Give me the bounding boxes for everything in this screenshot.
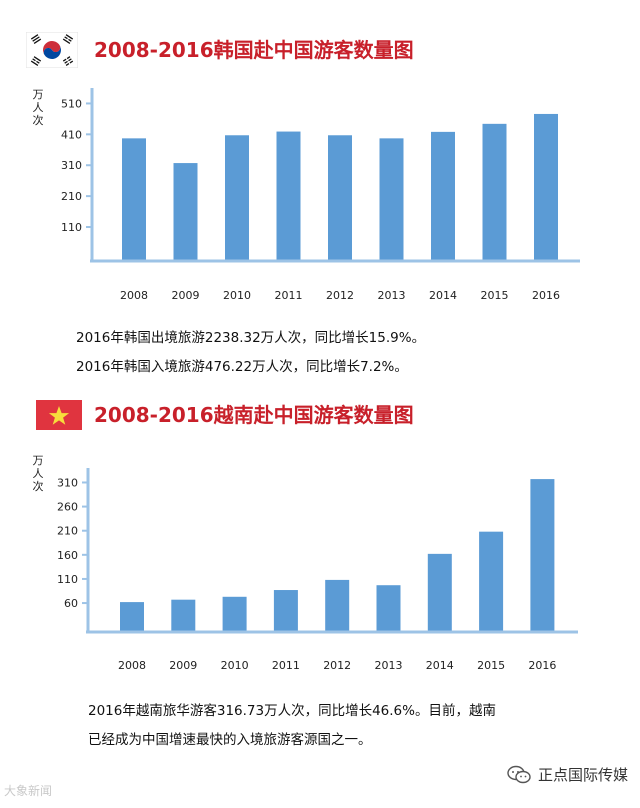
bar <box>328 135 352 260</box>
bar <box>120 602 144 631</box>
bar <box>171 599 196 631</box>
x-tick-label: 2011 <box>275 289 303 302</box>
x-tick-label: 2009 <box>172 289 200 302</box>
y-tick-label: 60 <box>64 597 78 610</box>
brand: 正点国际传媒 <box>506 764 628 785</box>
y-axis-unit-char: 万 <box>33 454 44 467</box>
vietnam-bar-chart: 万人次 60 110 160 210 260 310 2008 2009 2010 2011 2012… <box>33 454 578 672</box>
x-tick-label: 2014 <box>426 659 454 672</box>
bar <box>276 131 301 260</box>
x-tick-label: 2010 <box>223 289 251 302</box>
y-axis-unit-char: 次 <box>33 479 44 493</box>
bar <box>122 138 146 260</box>
x-tick-label: 2012 <box>326 289 354 302</box>
x-tick-label: 2011 <box>272 659 300 672</box>
x-tick-label: 2016 <box>528 659 556 672</box>
vietnam-note-2: 已经成为中国增速最快的入境旅游客源国之一。 <box>88 732 372 748</box>
x-tick-label: 2013 <box>378 289 406 302</box>
y-tick-label: 310 <box>57 476 78 489</box>
bar <box>379 138 404 260</box>
south-korea-flag-icon <box>26 32 78 68</box>
x-tick-label: 2012 <box>323 659 351 672</box>
x-tick-label: 2008 <box>120 289 148 302</box>
y-tick-label: 260 <box>57 501 78 514</box>
x-tick-label: 2015 <box>477 659 505 672</box>
y-axis-unit-char: 人 <box>33 467 44 480</box>
y-tick-label: 410 <box>61 128 82 141</box>
vietnam-flag-icon <box>36 400 82 430</box>
bar <box>482 123 507 260</box>
watermark: 大象新闻 <box>4 784 53 798</box>
y-axis-unit-char: 万 <box>33 88 44 101</box>
korea-note-2: 2016年韩国入境旅游476.22万人次，同比增长7.2%。 <box>76 359 408 375</box>
bar <box>431 131 455 260</box>
x-tick-label: 2010 <box>221 659 249 672</box>
y-tick-label: 160 <box>57 549 78 562</box>
bar <box>273 590 298 631</box>
y-tick-label: 210 <box>57 525 78 538</box>
bar <box>222 596 247 631</box>
y-tick-label: 310 <box>61 159 82 172</box>
y-axis-unit-char: 人 <box>33 101 44 114</box>
wechat-icon <box>507 765 531 783</box>
y-tick-label: 210 <box>61 190 82 203</box>
x-tick-label: 2008 <box>118 659 146 672</box>
section-2-header: 2008-2016越南赴中国游客数量图 <box>0 395 640 435</box>
bar <box>530 479 555 631</box>
chart-1-title: 2008-2016韩国赴中国游客数量图 <box>94 38 414 62</box>
vietnam-note-1: 2016年越南旅华游客316.73万人次，同比增长46.6%。目前，越南 <box>88 703 496 719</box>
bar <box>225 135 249 260</box>
korea-bar-chart: 万人次 110 210 310 410 510 2008 2009 2010 2011 2012 20… <box>33 88 580 302</box>
y-tick-label: 510 <box>61 97 82 110</box>
korea-note-1: 2016年韩国出境旅游2238.32万人次，同比增长15.9%。 <box>76 330 426 346</box>
y-tick-label: 110 <box>61 221 82 234</box>
bar <box>173 163 198 260</box>
bar <box>376 585 401 631</box>
section-1-header: 2008-2016韩国赴中国游客数量图 <box>0 30 640 70</box>
bar <box>325 579 350 631</box>
y-tick-label: 110 <box>57 573 78 586</box>
x-tick-label: 2013 <box>375 659 403 672</box>
x-tick-label: 2016 <box>532 289 560 302</box>
x-tick-label: 2009 <box>169 659 197 672</box>
brand-name: 正点国际传媒 <box>537 766 628 784</box>
bar <box>534 113 558 260</box>
x-tick-label: 2015 <box>481 289 509 302</box>
x-tick-label: 2014 <box>429 289 457 302</box>
bar <box>427 553 452 631</box>
chart-2-title: 2008-2016越南赴中国游客数量图 <box>94 403 414 427</box>
y-axis-unit-char: 次 <box>33 113 44 127</box>
bar <box>479 531 504 631</box>
